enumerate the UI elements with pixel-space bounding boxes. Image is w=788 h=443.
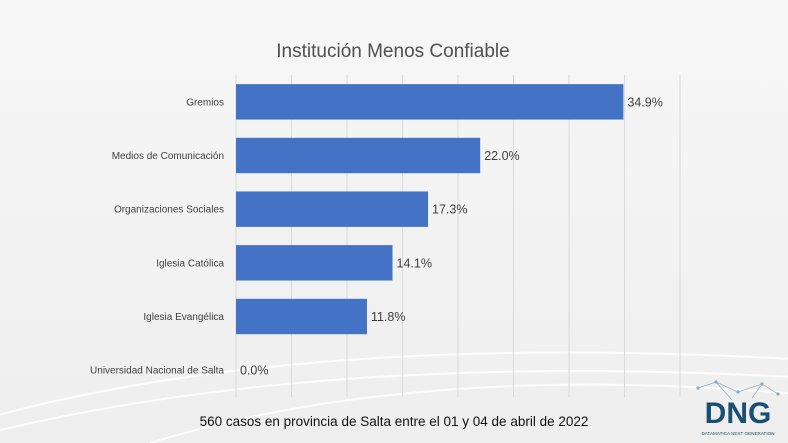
category-label: Organizaciones Sociales <box>114 205 224 216</box>
chart-gridlines <box>235 75 681 397</box>
category-label: Universidad Nacional de Salta <box>90 366 224 377</box>
value-label: 17.3% <box>432 203 467 217</box>
value-label: 14.1% <box>397 256 432 270</box>
bar <box>236 245 393 281</box>
bar <box>236 191 429 227</box>
value-label: 11.8% <box>371 310 406 324</box>
bar <box>236 84 624 120</box>
chart-category-labels: Gremios Medios de Comunicación Organizacio… <box>90 97 224 376</box>
dng-logo: DNG DATAMATICA NEXT GENERATION <box>696 380 780 436</box>
chart-bars <box>236 84 624 335</box>
category-label: Medios de Comunicación <box>112 151 224 162</box>
category-label: Gremios <box>186 97 224 108</box>
logo-text: DNG <box>705 397 772 430</box>
value-label: 22.0% <box>484 149 519 163</box>
category-label: Iglesia Evangélica <box>143 312 224 323</box>
network-nodes-icon <box>696 380 780 396</box>
value-label: 34.9% <box>627 95 662 109</box>
bar <box>236 137 481 174</box>
chart-title: Institución Menos Confiable <box>276 41 509 62</box>
value-label: 0.0% <box>240 364 269 378</box>
logo-tagline: DATAMATICA NEXT GENERATION <box>701 431 774 436</box>
category-label: Iglesia Católica <box>156 258 224 269</box>
background-swooshes <box>0 351 788 443</box>
bar <box>236 298 367 335</box>
chart-value-labels: 34.9% 22.0% 17.3% 14.1% 11.8% 0.0% <box>240 95 663 377</box>
footnote: 560 casos en provincia de Salta entre el… <box>199 414 589 429</box>
